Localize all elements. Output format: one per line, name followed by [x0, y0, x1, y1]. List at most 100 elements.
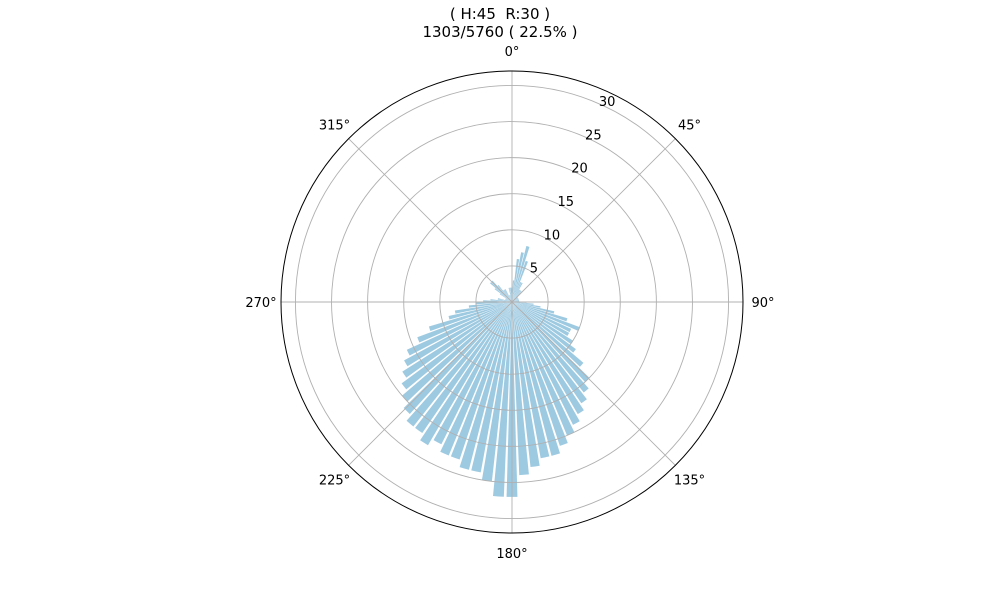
bar [483, 300, 512, 302]
bar-series [401, 246, 590, 497]
angular-gridline [348, 138, 513, 303]
bar [512, 302, 580, 425]
angular-gridline [348, 301, 513, 466]
bar [512, 302, 575, 436]
bar [504, 289, 512, 302]
bar [503, 290, 512, 302]
bar [512, 280, 515, 302]
bar [475, 302, 512, 305]
bar [512, 299, 519, 302]
bar [433, 302, 512, 445]
bar [512, 258, 520, 302]
bar [406, 302, 512, 427]
radial-tick-label: 15 [557, 195, 574, 210]
bar [497, 299, 512, 302]
angular-gridline [511, 301, 676, 466]
chart-title-line2: 1303/5760 ( 22.5% ) [422, 23, 578, 41]
bar [481, 302, 512, 482]
bar [512, 302, 570, 337]
bar [401, 302, 512, 390]
bar [428, 302, 512, 332]
angle-tick-label: 315° [319, 119, 350, 134]
angle-tick-label: 225° [319, 473, 350, 488]
bar [512, 281, 522, 302]
bar [512, 260, 528, 302]
bar [406, 302, 512, 356]
bar [512, 290, 521, 302]
angle-tick-label: 0° [505, 45, 520, 60]
bar [492, 302, 512, 497]
bar [454, 302, 512, 314]
bar [512, 302, 534, 305]
bar [512, 302, 568, 446]
bar [512, 302, 550, 459]
bar [448, 302, 512, 320]
bar [499, 293, 512, 302]
angle-tick-label: 45° [678, 119, 701, 134]
angle-tick-label: 180° [496, 547, 527, 562]
bar [512, 299, 519, 302]
angle-tick-label: 90° [751, 296, 774, 311]
bar [505, 298, 512, 302]
radial-tick-label: 5 [530, 262, 538, 277]
radial-tick-label: 10 [544, 228, 561, 243]
bar [512, 282, 523, 302]
bar [404, 302, 512, 367]
tick-labels: 0° 45° 90° 135° 180° 225° 270° 315° 5 10 15 20 25 30 [245, 45, 774, 562]
radial-tick-label: 25 [585, 128, 602, 143]
angular-gridline [511, 138, 676, 303]
bar [512, 302, 561, 456]
bar [512, 302, 589, 393]
bar [402, 302, 512, 378]
bar [512, 298, 519, 302]
bar [497, 298, 512, 302]
bar [505, 299, 512, 302]
chart-title-line1: ( H:45 R:30 ) [449, 5, 551, 23]
bar [512, 252, 524, 302]
bar [512, 302, 529, 476]
bar [509, 287, 512, 302]
bar [508, 295, 512, 302]
bar [512, 302, 590, 382]
bar [512, 302, 587, 404]
bar [490, 299, 512, 302]
bar [512, 302, 568, 322]
bar [450, 302, 512, 460]
bar [512, 302, 555, 314]
bar [468, 302, 512, 308]
bar [512, 302, 540, 467]
bar [505, 299, 512, 302]
angle-tick-label: 270° [245, 296, 276, 311]
bar [403, 302, 512, 414]
bar [471, 302, 512, 473]
bar [505, 298, 512, 302]
bar [440, 302, 512, 456]
bar [509, 295, 512, 302]
bar [512, 289, 520, 302]
bar [402, 302, 512, 402]
bar [420, 302, 512, 446]
radial-tick-label: 30 [599, 95, 616, 110]
bar [512, 302, 572, 333]
bar [512, 298, 519, 302]
bar [459, 302, 512, 470]
bar [497, 285, 512, 302]
bar [415, 302, 512, 434]
bar [512, 302, 541, 308]
bar [504, 289, 512, 302]
polar-frame [280, 70, 744, 534]
bar [512, 302, 584, 415]
polar-grid [281, 71, 743, 533]
bar [512, 246, 530, 302]
bar [512, 302, 580, 331]
bar [512, 302, 576, 353]
radial-tick-label: 20 [571, 162, 588, 177]
bar [509, 295, 512, 302]
bar [508, 287, 512, 302]
angle-tick-label: 135° [674, 473, 705, 488]
bar [417, 302, 512, 343]
bar [494, 288, 512, 302]
bar [512, 300, 520, 302]
bar [512, 302, 573, 345]
